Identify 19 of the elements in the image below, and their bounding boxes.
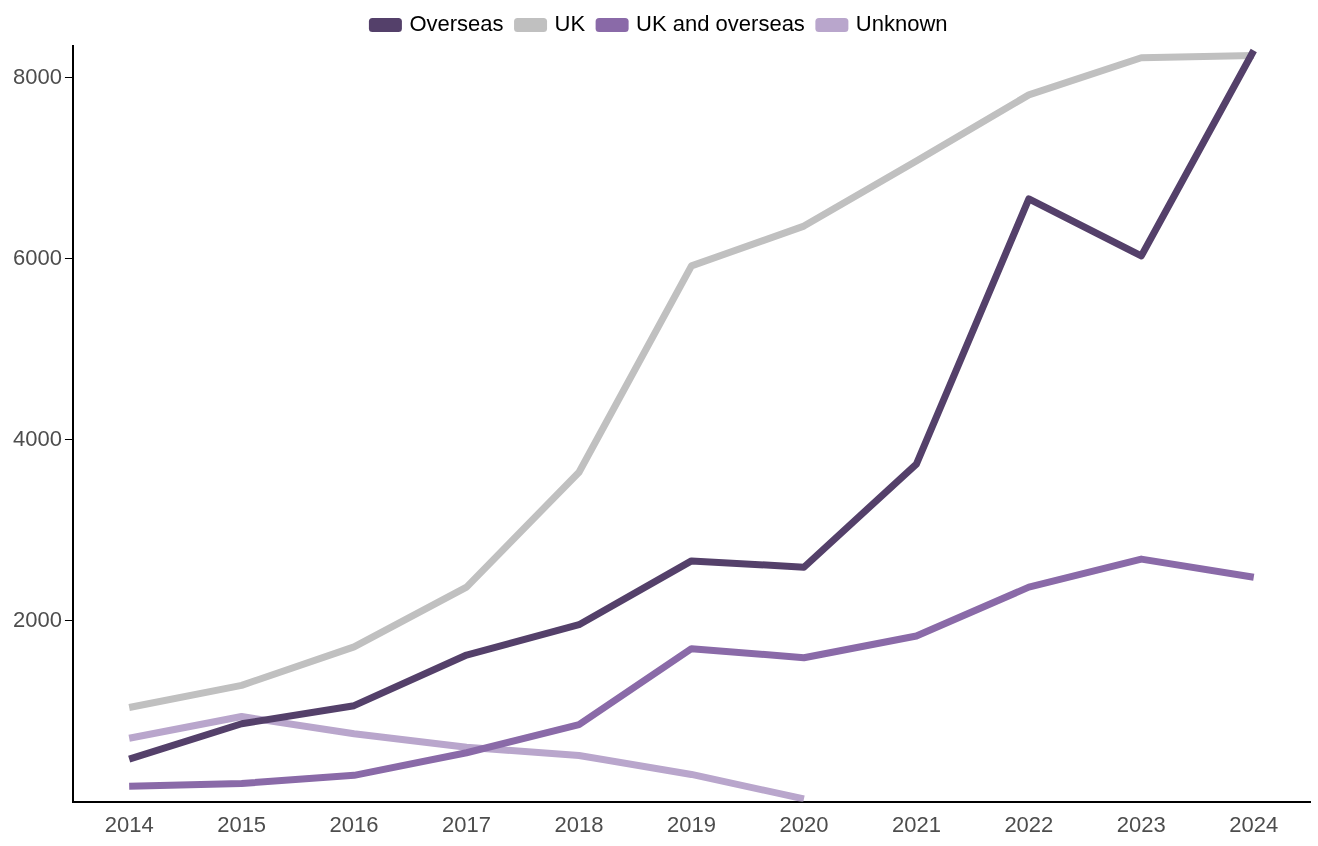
x-tick-label: 2021 bbox=[891, 811, 941, 837]
x-tick-label: 2020 bbox=[779, 811, 829, 837]
x-tick-label: 2015 bbox=[217, 811, 267, 837]
x-tick-label: 2019 bbox=[666, 811, 716, 837]
y-tick-label: 6000 bbox=[12, 244, 62, 270]
x-tick-label: 2024 bbox=[1229, 811, 1279, 837]
y-tick-label: 2000 bbox=[12, 606, 62, 632]
legend-label: UK and overseas bbox=[636, 11, 805, 37]
x-tick-label: 2018 bbox=[554, 811, 604, 837]
legend-label: Overseas bbox=[409, 11, 504, 37]
x-tick-label: 2023 bbox=[1116, 811, 1166, 837]
legend-label: Unknown bbox=[855, 11, 948, 37]
x-tick-label: 2017 bbox=[442, 811, 492, 837]
x-tick-label: 2014 bbox=[104, 811, 154, 837]
y-tick-label: 4000 bbox=[12, 425, 62, 451]
legend-label: UK bbox=[554, 11, 586, 37]
y-tick-label: 8000 bbox=[12, 63, 62, 89]
x-tick-label: 2022 bbox=[1004, 811, 1054, 837]
x-tick-label: 2016 bbox=[329, 811, 379, 837]
